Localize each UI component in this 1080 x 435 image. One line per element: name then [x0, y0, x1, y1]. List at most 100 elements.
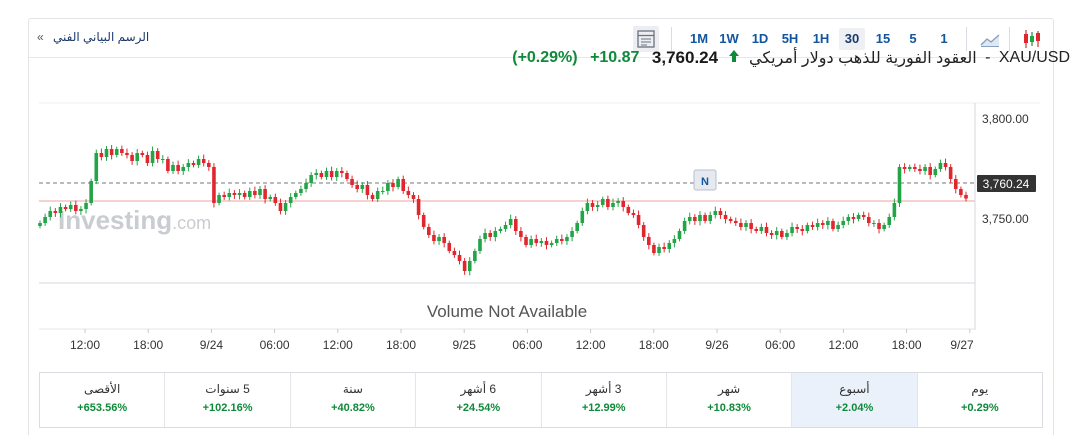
candle-body	[432, 235, 436, 241]
candle	[595, 201, 600, 212]
candle-body	[953, 179, 958, 189]
candle-body	[529, 239, 533, 245]
candle-body	[560, 239, 564, 241]
candle	[611, 198, 615, 211]
candle	[723, 211, 728, 224]
candle	[554, 235, 559, 246]
change-value: +10.87	[590, 49, 640, 66]
candle-body	[774, 231, 779, 235]
candle	[892, 198, 897, 221]
timeframe-30[interactable]: 30	[839, 28, 865, 50]
x-tick-label: 12:00	[828, 338, 858, 352]
performance-cell[interactable]: أسبوع +2.04%	[791, 373, 917, 427]
candle	[739, 218, 743, 231]
candle	[48, 206, 53, 221]
timeframe-5H[interactable]: 5H	[781, 31, 799, 46]
candle-body	[258, 189, 262, 195]
candle-body	[94, 153, 99, 181]
candle-body	[626, 207, 631, 213]
candle-body	[493, 231, 498, 237]
candle	[186, 159, 191, 172]
candle-body	[145, 155, 150, 163]
candle-body	[652, 245, 656, 253]
candle-body	[846, 217, 851, 221]
candle	[534, 234, 539, 247]
candle	[268, 194, 273, 202]
candle-body	[631, 213, 636, 215]
performance-cell[interactable]: 5 سنوات +102.16%	[164, 373, 289, 427]
candle	[687, 212, 692, 225]
table-view-button[interactable]	[633, 26, 659, 52]
candle	[350, 175, 354, 188]
candle-body	[728, 219, 733, 221]
candlestick-chart-button[interactable]	[1019, 26, 1045, 52]
candle	[933, 166, 938, 178]
candle	[565, 234, 569, 245]
candle	[626, 204, 631, 216]
performance-cell[interactable]: سنة +40.82%	[289, 373, 415, 427]
candle	[560, 234, 564, 245]
candle-body	[565, 237, 569, 241]
candle	[800, 225, 805, 236]
candle-body	[324, 171, 329, 177]
candle	[432, 230, 436, 245]
candle	[109, 145, 114, 160]
technical-chart-link[interactable]: الرسم البياني الفني »	[37, 30, 149, 44]
candle	[176, 160, 180, 175]
candle	[191, 160, 196, 168]
timeframe-1W[interactable]: 1W	[719, 31, 739, 46]
candle-body	[150, 151, 155, 163]
timeframe-15[interactable]: 15	[875, 31, 891, 46]
candle	[759, 223, 764, 234]
price-chart[interactable]: Investing.com 3,800.003,750.00 3,760.24 …	[0, 0, 1080, 372]
candle-body	[232, 193, 237, 195]
performance-cell[interactable]: 3 أشهر +12.99%	[540, 373, 666, 427]
candle-body	[125, 153, 129, 155]
candle	[457, 250, 462, 265]
watermark-suffix: .com	[172, 213, 211, 233]
timeframe-5[interactable]: 5	[909, 31, 917, 46]
candle	[242, 190, 247, 200]
performance-change: +40.82%	[331, 402, 375, 414]
candle-body	[38, 223, 42, 226]
candle-body	[826, 221, 830, 225]
candle	[79, 206, 83, 215]
candle	[84, 199, 88, 214]
candle	[769, 230, 774, 239]
performance-change: +12.99%	[581, 402, 626, 414]
candle	[324, 167, 329, 180]
timeframe-1[interactable]: 1	[940, 31, 948, 46]
candle-body	[345, 173, 349, 179]
performance-cell[interactable]: يوم +0.29%	[916, 373, 1042, 427]
candle-body	[406, 191, 411, 195]
candle-body	[764, 227, 769, 233]
candle-body	[350, 179, 354, 185]
candle	[549, 240, 554, 248]
timeframe-1D[interactable]: 1D	[751, 31, 769, 46]
area-chart-button[interactable]	[977, 26, 1003, 52]
candle	[580, 207, 585, 226]
performance-cell[interactable]: شهر +10.83%	[665, 373, 791, 427]
candle	[38, 220, 42, 229]
candle-body	[964, 195, 968, 199]
performance-cell[interactable]: الأقصى +653.56%	[40, 373, 164, 427]
timeframe-1H[interactable]: 1H	[812, 31, 830, 46]
candle-body	[411, 195, 416, 199]
candle	[662, 242, 666, 253]
news-marker[interactable]: N	[693, 169, 717, 191]
performance-cell[interactable]: 6 أشهر +24.54%	[415, 373, 540, 427]
candle-body	[902, 167, 907, 169]
candle	[278, 198, 283, 215]
x-tick-label: 06:00	[260, 338, 290, 352]
candle-body	[907, 167, 912, 169]
x-tick-label: 18:00	[133, 338, 163, 352]
candle	[923, 164, 927, 175]
candle-body	[820, 223, 825, 225]
candle-body	[478, 239, 482, 251]
timeframe-1M[interactable]: 1M	[689, 31, 709, 46]
technical-chart-link-label: الرسم البياني الفني	[53, 30, 150, 44]
candle-body	[795, 227, 799, 229]
candle	[135, 149, 140, 166]
candle	[918, 164, 922, 175]
candle	[314, 169, 319, 180]
